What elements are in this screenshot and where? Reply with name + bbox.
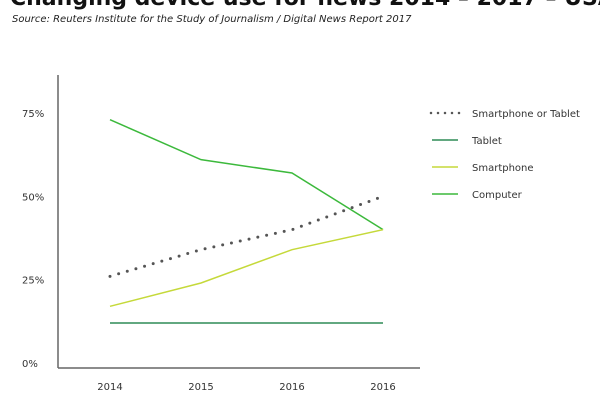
series-line-smartphone — [109, 228, 384, 308]
y-tick-label: 0% — [22, 359, 38, 370]
series-line-computer — [109, 118, 384, 231]
chart-subtitle: Source: Reuters Institute for the Study … — [12, 14, 412, 25]
y-tick-label: 25% — [22, 276, 44, 287]
legend-label: Smartphone or Tablet — [472, 109, 580, 120]
legend-label: Smartphone — [472, 163, 534, 174]
x-tick-label: 2016 — [279, 382, 304, 393]
chart-title: Changing device use for news 2014 – 2017… — [10, 0, 600, 11]
x-tick-label: 2016 — [370, 382, 395, 393]
legend-label: Tablet — [471, 136, 502, 147]
series-line-smartphone-or-tablet — [108, 194, 385, 278]
legend-label: Computer — [472, 190, 523, 201]
x-tick-label: 2014 — [97, 382, 122, 393]
y-tick-label: 75% — [22, 109, 44, 120]
y-tick-label: 50% — [22, 192, 44, 203]
x-tick-label: 2015 — [188, 382, 213, 393]
